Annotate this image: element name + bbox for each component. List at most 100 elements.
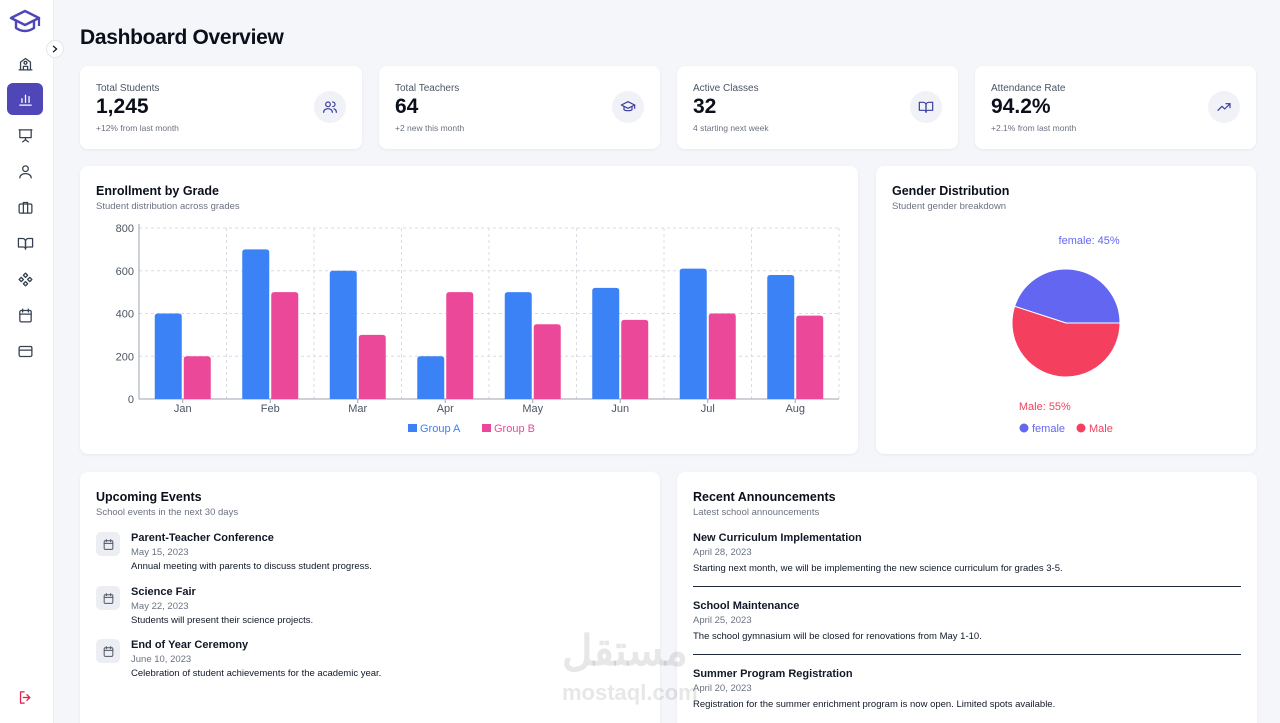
x-tick-label: Mar [348,403,367,415]
legend-swatch [1076,423,1086,433]
y-tick-label: 0 [128,394,134,406]
nav-payments[interactable] [7,335,43,367]
bar-group-a[interactable] [154,313,182,400]
bar-group-b[interactable] [533,324,561,399]
bar-group-b[interactable] [796,315,824,399]
legend-swatch [482,424,491,432]
gender-card: Gender Distribution Student gender break… [876,166,1256,454]
event-title: Science Fair [131,586,196,598]
bar-chart-icon [18,94,32,106]
y-tick-label: 600 [116,266,134,278]
nav-students[interactable] [7,155,43,187]
announcements-card: Recent Announcements Latest school annou… [677,472,1257,723]
bar-group-b[interactable] [271,292,299,399]
legend-swatch [408,424,417,432]
announcement-item[interactable]: New Curriculum Implementation April 28, … [693,532,1241,592]
stat-value: 1,245 [96,95,149,118]
page-title: Dashboard Overview [80,26,284,49]
calendar-icon [96,532,120,556]
legend-label[interactable]: Male [1089,423,1113,435]
announcement-divider [693,586,1241,587]
calendar-icon [18,307,32,323]
announcement-date: April 25, 2023 [693,615,752,626]
book-icon [17,237,33,250]
book-open-icon [910,91,942,123]
bar-group-a[interactable] [417,356,445,399]
logout-button[interactable] [7,681,43,713]
announcement-desc: Starting next month, we will be implemen… [693,563,1063,574]
announcement-item[interactable]: Summer Program Registration April 20, 20… [693,668,1241,723]
announcement-title: Summer Program Registration [693,668,853,680]
legend-swatch [1019,423,1029,433]
event-date: June 10, 2023 [131,654,192,665]
x-tick-label: Jan [174,403,192,415]
event-date: May 15, 2023 [131,547,189,558]
announcement-title: New Curriculum Implementation [693,532,862,544]
pie-slice-female[interactable] [1014,268,1121,324]
calendar-icon [96,639,120,663]
user-icon [18,164,32,179]
event-item[interactable]: End of Year Ceremony June 10, 2023 Celeb… [96,639,636,689]
bar-group-a[interactable] [504,292,532,399]
bar-group-a[interactable] [242,249,270,399]
nav-home[interactable] [7,47,43,79]
gender-pie-chart: female: 45% Male: 55% female Male [1011,235,1121,435]
announcement-desc: The school gymnasium will be closed for … [693,631,982,642]
bar-group-a[interactable] [329,270,357,399]
x-tick-label: Jun [611,403,629,415]
nav-classes[interactable] [7,119,43,151]
event-item[interactable]: Parent-Teacher Conference May 15, 2023 A… [96,532,636,582]
presentation-icon [17,128,33,143]
bar-group-b[interactable] [446,292,474,399]
y-tick-label: 200 [116,351,134,363]
x-tick-label: Apr [437,403,454,415]
bar-group-a[interactable] [767,275,795,399]
pie-label: Male: 55% [1019,401,1071,413]
x-tick-label: Jul [701,403,715,415]
bar-group-a[interactable] [679,268,707,399]
bar-group-a[interactable] [592,287,620,399]
enrollment-card: Enrollment by Grade Student distribution… [80,166,858,454]
pie-label: female: 45% [1059,235,1120,247]
stat-sub: +12% from last month [96,123,179,133]
nav-dashboard[interactable] [7,83,43,115]
announcement-item[interactable]: School Maintenance April 25, 2023 The sc… [693,600,1241,660]
watermark-url: mostaql.com [562,680,698,705]
x-tick-label: Aug [785,403,805,415]
stat-label: Total Students [96,83,160,94]
nav-courses[interactable] [7,227,43,259]
event-date: May 22, 2023 [131,601,189,612]
nav-staff[interactable] [7,191,43,223]
nav-activities[interactable] [7,263,43,295]
bar-group-b[interactable] [708,313,736,400]
legend-label[interactable]: Group B [494,423,535,435]
calendar-icon [96,586,120,610]
nav-calendar[interactable] [7,299,43,331]
event-desc: Students will present their science proj… [131,615,314,626]
bar-group-b[interactable] [621,319,649,399]
stat-label: Active Classes [693,83,759,94]
legend-label[interactable]: Group A [420,423,461,435]
bar-group-b[interactable] [358,334,386,399]
legend-label[interactable]: female [1032,423,1065,435]
gender-subtitle: Student gender breakdown [892,201,1007,212]
events-title: Upcoming Events [96,490,202,504]
stat-sub: +2 new this month [395,123,465,133]
sidebar [0,0,54,723]
gender-title: Gender Distribution [892,184,1010,198]
graduation-logo-icon[interactable] [8,8,42,38]
x-tick-label: Feb [261,403,280,415]
bar-group-b[interactable] [183,356,211,399]
stat-card-teachers: Total Teachers 64 +2 new this month [379,66,660,149]
stat-sub: +2.1% from last month [991,123,1077,133]
stat-label: Total Teachers [395,83,460,94]
events-card: Upcoming Events School events in the nex… [80,472,660,723]
stat-card-attendance: Attendance Rate 94.2% +2.1% from last mo… [975,66,1256,149]
y-tick-label: 800 [116,223,134,235]
stat-card-classes: Active Classes 32 4 starting next week [677,66,958,149]
sidebar-collapse-button[interactable] [46,40,64,58]
event-item[interactable]: Science Fair May 22, 2023 Students will … [96,586,636,636]
pie-slice-male[interactable] [1011,305,1121,378]
enrollment-bar-chart: 0 200 400 600 800 Jan Feb Mar Apr May Jun Jul Aug Gro… [116,223,840,435]
enrollment-subtitle: Student distribution across grades [96,201,240,212]
